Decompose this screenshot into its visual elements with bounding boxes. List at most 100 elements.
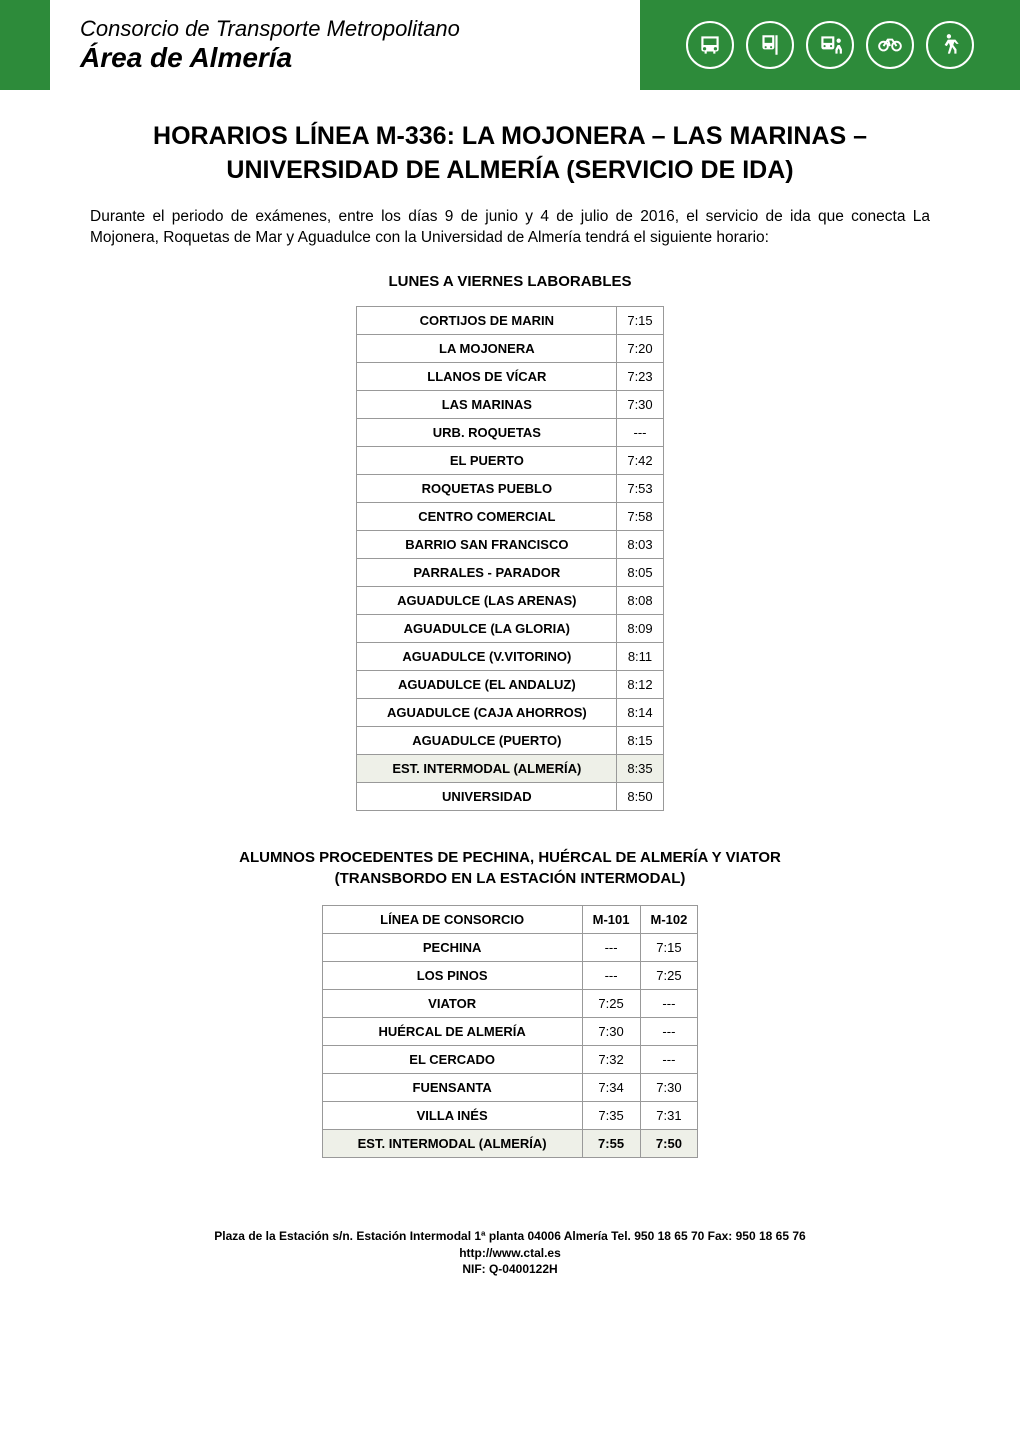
stop-cell: PARRALES - PARADOR <box>357 558 617 586</box>
stop-cell: HUÉRCAL DE ALMERÍA <box>322 1017 582 1045</box>
time-cell: 7:58 <box>617 502 663 530</box>
header-org-block: Consorcio de Transporte Metropolitano Ár… <box>50 0 640 90</box>
table-row: PECHINA---7:15 <box>322 933 698 961</box>
time-cell: 8:05 <box>617 558 663 586</box>
stop-cell: LA MOJONERA <box>357 334 617 362</box>
time-cell: 8:11 <box>617 642 663 670</box>
table-row: UNIVERSIDAD8:50 <box>357 782 663 810</box>
table-row: PARRALES - PARADOR8:05 <box>357 558 663 586</box>
table-row: FUENSANTA7:347:30 <box>322 1073 698 1101</box>
stop-cell: LOS PINOS <box>322 961 582 989</box>
stop-cell: URB. ROQUETAS <box>357 418 617 446</box>
time-cell: --- <box>582 961 640 989</box>
page-title: HORARIOS LÍNEA M-336: LA MOJONERA – LAS … <box>90 120 930 188</box>
intro-paragraph: Durante el periodo de exámenes, entre lo… <box>90 206 930 249</box>
time-cell: 7:35 <box>582 1101 640 1129</box>
time-cell: 7:30 <box>617 390 663 418</box>
header-icons-block <box>640 0 1020 90</box>
time-cell: 7:53 <box>617 474 663 502</box>
section2-heading: ALUMNOS PROCEDENTES DE PECHINA, HUÉRCAL … <box>90 847 930 889</box>
stop-cell: ROQUETAS PUEBLO <box>357 474 617 502</box>
stop-cell: EL PUERTO <box>357 446 617 474</box>
stop-cell: UNIVERSIDAD <box>357 782 617 810</box>
table-row: ROQUETAS PUEBLO7:53 <box>357 474 663 502</box>
walk-icon <box>926 21 974 69</box>
time-cell: 7:42 <box>617 446 663 474</box>
org-name-line2: Área de Almería <box>80 42 640 74</box>
page: Consorcio de Transporte Metropolitano Ár… <box>0 0 1020 1318</box>
table-row: AGUADULCE (EL ANDALUZ)8:12 <box>357 670 663 698</box>
org-name-line1: Consorcio de Transporte Metropolitano <box>80 16 640 42</box>
time-cell: 8:14 <box>617 698 663 726</box>
time-cell: --- <box>640 989 698 1017</box>
table-row: EL CERCADO7:32--- <box>322 1045 698 1073</box>
footer: Plaza de la Estación s/n. Estación Inter… <box>0 1228 1020 1278</box>
time-cell: 8:15 <box>617 726 663 754</box>
stop-cell: LAS MARINAS <box>357 390 617 418</box>
table-row: EST. INTERMODAL (ALMERÍA)8:35 <box>357 754 663 782</box>
time-cell: 7:50 <box>640 1129 698 1157</box>
stop-cell: AGUADULCE (EL ANDALUZ) <box>357 670 617 698</box>
table-row: EST. INTERMODAL (ALMERÍA)7:557:50 <box>322 1129 698 1157</box>
time-cell: 7:15 <box>640 933 698 961</box>
time-cell: --- <box>617 418 663 446</box>
table-row: AGUADULCE (LAS ARENAS)8:08 <box>357 586 663 614</box>
content-area: HORARIOS LÍNEA M-336: LA MOJONERA – LAS … <box>0 120 1020 1158</box>
stop-cell: AGUADULCE (LA GLORIA) <box>357 614 617 642</box>
time-cell: 7:23 <box>617 362 663 390</box>
bus-stop-icon <box>746 21 794 69</box>
table-row: AGUADULCE (CAJA AHORROS)8:14 <box>357 698 663 726</box>
time-cell: 7:20 <box>617 334 663 362</box>
header-time-col: M-102 <box>640 905 698 933</box>
time-cell: 8:08 <box>617 586 663 614</box>
time-cell: 8:50 <box>617 782 663 810</box>
stop-cell: CENTRO COMERCIAL <box>357 502 617 530</box>
header-line-col: LÍNEA DE CONSORCIO <box>322 905 582 933</box>
stop-cell: VILLA INÉS <box>322 1101 582 1129</box>
time-cell: 7:30 <box>582 1017 640 1045</box>
stop-cell: AGUADULCE (V.VITORINO) <box>357 642 617 670</box>
stop-cell: EST. INTERMODAL (ALMERÍA) <box>322 1129 582 1157</box>
section1-heading: LUNES A VIERNES LABORABLES <box>90 273 930 290</box>
table-row: LAS MARINAS7:30 <box>357 390 663 418</box>
stop-cell: PECHINA <box>322 933 582 961</box>
table-row: LLANOS DE VÍCAR7:23 <box>357 362 663 390</box>
time-cell: 7:25 <box>582 989 640 1017</box>
table-row: HUÉRCAL DE ALMERÍA7:30--- <box>322 1017 698 1045</box>
table-row: AGUADULCE (LA GLORIA)8:09 <box>357 614 663 642</box>
stop-cell: AGUADULCE (CAJA AHORROS) <box>357 698 617 726</box>
time-cell: --- <box>640 1045 698 1073</box>
footer-line3: NIF: Q-0400122H <box>60 1261 960 1278</box>
section2-heading-line1: ALUMNOS PROCEDENTES DE PECHINA, HUÉRCAL … <box>239 849 781 866</box>
schedule-table-1: CORTIJOS DE MARIN7:15LA MOJONERA7:20LLAN… <box>356 306 663 811</box>
time-cell: 8:09 <box>617 614 663 642</box>
time-cell: 7:55 <box>582 1129 640 1157</box>
table-row: VIATOR7:25--- <box>322 989 698 1017</box>
time-cell: --- <box>582 933 640 961</box>
stop-cell: EL CERCADO <box>322 1045 582 1073</box>
time-cell: 7:30 <box>640 1073 698 1101</box>
schedule-table-2: LÍNEA DE CONSORCIOM-101M-102PECHINA---7:… <box>322 905 699 1158</box>
time-cell: 8:03 <box>617 530 663 558</box>
time-cell: 8:12 <box>617 670 663 698</box>
stop-cell: FUENSANTA <box>322 1073 582 1101</box>
table-row: BARRIO SAN FRANCISCO8:03 <box>357 530 663 558</box>
table-row: LA MOJONERA7:20 <box>357 334 663 362</box>
table-row: LOS PINOS---7:25 <box>322 961 698 989</box>
header-bar: Consorcio de Transporte Metropolitano Ár… <box>0 0 1020 90</box>
footer-line2: http://www.ctal.es <box>60 1245 960 1262</box>
time-cell: 7:25 <box>640 961 698 989</box>
table-header-row: LÍNEA DE CONSORCIOM-101M-102 <box>322 905 698 933</box>
time-cell: 7:31 <box>640 1101 698 1129</box>
time-cell: 7:15 <box>617 306 663 334</box>
table-row: VILLA INÉS7:357:31 <box>322 1101 698 1129</box>
footer-line1: Plaza de la Estación s/n. Estación Inter… <box>60 1228 960 1245</box>
header-time-col: M-101 <box>582 905 640 933</box>
stop-cell: AGUADULCE (LAS ARENAS) <box>357 586 617 614</box>
stop-cell: CORTIJOS DE MARIN <box>357 306 617 334</box>
table-row: CORTIJOS DE MARIN7:15 <box>357 306 663 334</box>
table-row: URB. ROQUETAS--- <box>357 418 663 446</box>
stop-cell: EST. INTERMODAL (ALMERÍA) <box>357 754 617 782</box>
time-cell: 7:34 <box>582 1073 640 1101</box>
stop-cell: BARRIO SAN FRANCISCO <box>357 530 617 558</box>
